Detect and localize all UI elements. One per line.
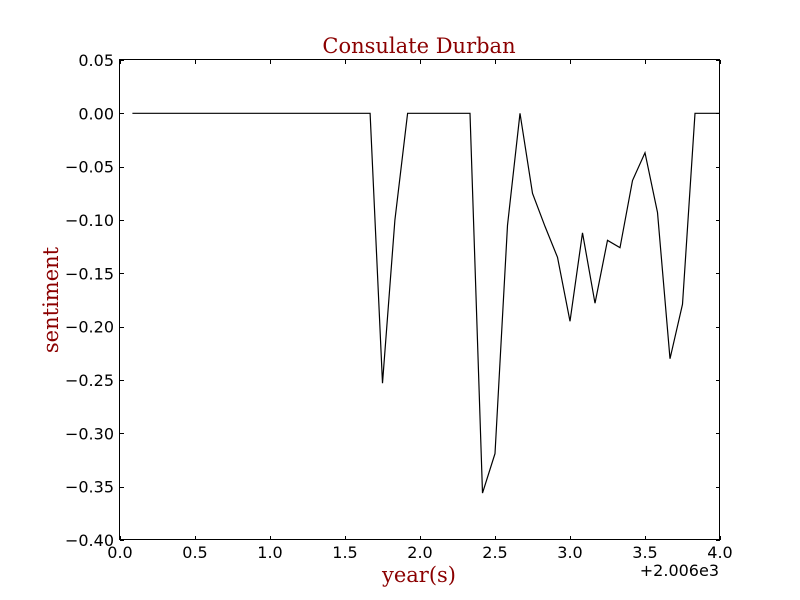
x-tick-label: 0.5 [182, 543, 207, 562]
y-tick-label: −0.10 [65, 211, 114, 230]
x-tick-label: 3.0 [557, 543, 582, 562]
x-tick-label: 4.0 [707, 543, 732, 562]
x-tick-label: 0.0 [107, 543, 132, 562]
x-tick-label: 3.5 [632, 543, 657, 562]
y-axis-label: sentiment [39, 246, 63, 353]
y-tick-label: 0.05 [78, 51, 114, 70]
y-tick-label: −0.20 [65, 318, 114, 337]
chart-title: Consulate Durban [322, 34, 515, 58]
x-axis-label: year(s) [381, 563, 456, 587]
y-tick-label: −0.40 [65, 531, 114, 550]
x-axis-offset-text: +2.006e3 [640, 561, 719, 580]
y-tick-label: 0.00 [78, 104, 114, 123]
plot-frame [119, 59, 720, 540]
y-tick-label: −0.35 [65, 478, 114, 497]
x-tick-label: 2.5 [482, 543, 507, 562]
y-tick-label: −0.25 [65, 371, 114, 390]
x-tick-label: 1.5 [332, 543, 357, 562]
y-tick-label: −0.15 [65, 264, 114, 283]
y-tick-label: −0.30 [65, 424, 114, 443]
x-tick-label: 2.0 [407, 543, 432, 562]
plot-area [119, 59, 720, 540]
axis-ticks: 0.0 0.5 1.0 1.5 2.0 2.5 3.0 3.5 4.0 0.05 0.00 −0.05… [65, 51, 733, 562]
y-tick-label: −0.05 [65, 158, 114, 177]
series-group [132, 112, 720, 494]
series-line [132, 112, 720, 494]
x-tick-label: 1.0 [257, 543, 282, 562]
